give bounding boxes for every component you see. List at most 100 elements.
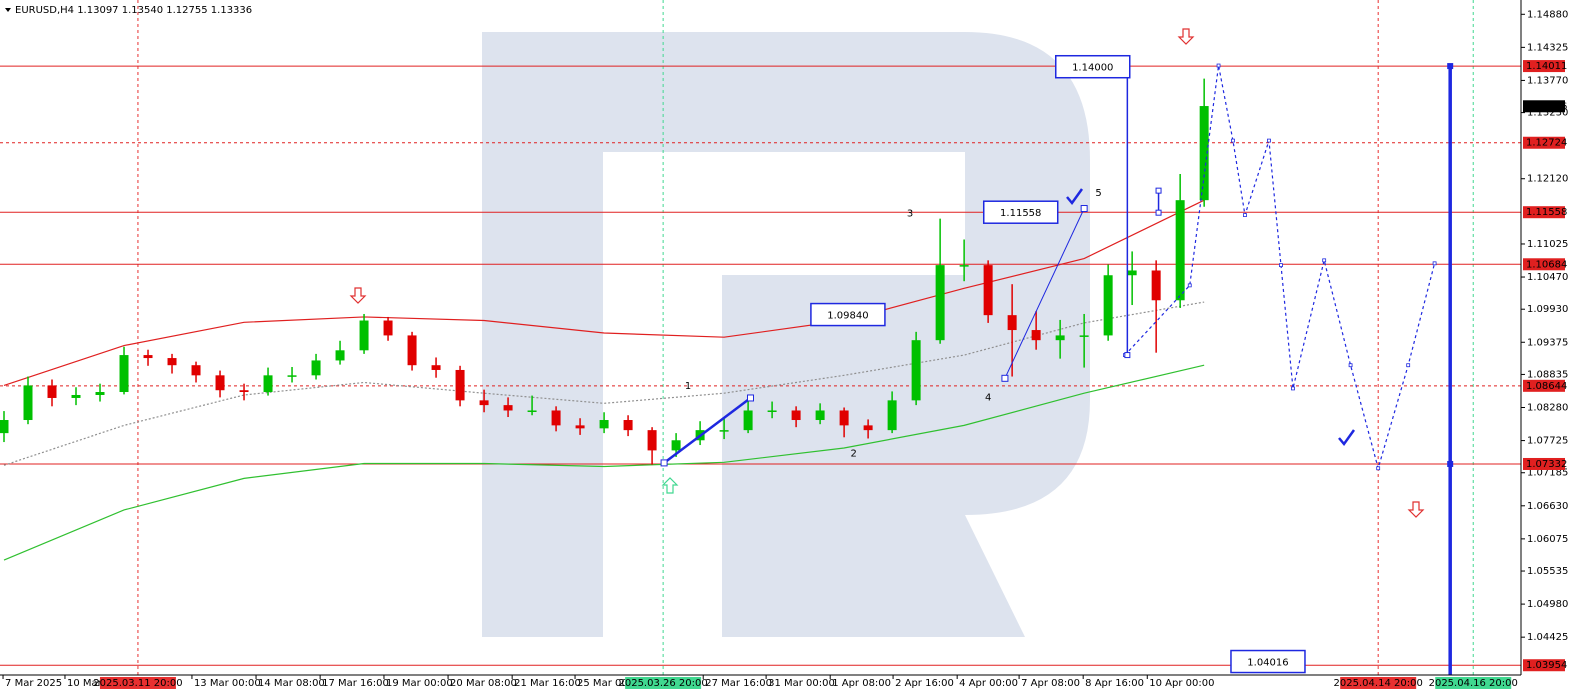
x-tick-label: 10 Mar	[67, 678, 103, 689]
last-price-label: 1.13336	[1526, 101, 1567, 112]
candle	[359, 313, 369, 354]
candle-body	[671, 440, 681, 451]
level-label-bg	[1523, 136, 1565, 149]
x-tick-label: 13 Mar 00:00	[194, 678, 261, 689]
final-point	[1447, 460, 1454, 467]
wave-label: 2	[851, 448, 857, 459]
forecast-point	[1267, 138, 1271, 143]
candle	[503, 397, 513, 418]
moving-average	[3, 199, 1205, 387]
candle	[335, 340, 345, 365]
candle	[311, 353, 321, 380]
candle	[1199, 78, 1209, 207]
x-tick-label: 4 Apr 00:00	[959, 678, 1018, 689]
y-tick-label: 1.12120	[1527, 174, 1568, 185]
wave-point	[1001, 374, 1009, 382]
y-tick-label: 1.13770	[1527, 75, 1568, 86]
price-box-label: 1.11558	[1000, 208, 1041, 219]
candle-body	[407, 335, 417, 366]
level-label-bg	[1523, 206, 1565, 219]
candle-body	[599, 420, 609, 429]
candle	[911, 331, 921, 406]
candle	[0, 411, 9, 443]
candle	[623, 415, 633, 437]
x-tick-label: 8 Apr 16:00	[1085, 678, 1144, 689]
candle-body	[623, 420, 633, 431]
candle-body	[551, 410, 561, 426]
candle	[575, 418, 585, 435]
wave-line	[1004, 208, 1085, 379]
y-tick-label: 1.06075	[1527, 534, 1568, 545]
candle-body	[119, 355, 129, 393]
x-tick-label: 21 Mar 16:00	[514, 678, 581, 689]
candle-body	[839, 410, 849, 426]
x-tick-label: 17 Mar 16:00	[322, 678, 389, 689]
candle-body	[287, 375, 297, 377]
forecast-point	[1322, 258, 1327, 263]
candle-body	[983, 265, 993, 316]
candle-body	[359, 320, 369, 351]
level-label: 1.08644	[1526, 381, 1567, 392]
candle-body	[215, 375, 225, 391]
candle	[599, 412, 609, 434]
y-tick-label: 1.09375	[1527, 337, 1568, 348]
candle-body	[311, 360, 321, 376]
candle	[287, 366, 297, 383]
candle-body	[719, 430, 729, 432]
candle	[383, 316, 393, 341]
candle-body	[1127, 270, 1137, 276]
level-label: 1.07332	[1526, 459, 1567, 470]
candle	[479, 389, 489, 413]
y-tick-label: 1.13230	[1527, 108, 1568, 119]
y-tick-label: 1.04980	[1527, 599, 1568, 610]
forecast-point	[1291, 386, 1295, 391]
candle-body	[503, 405, 513, 411]
candle	[887, 391, 897, 434]
x-tick-label: 1 Apr 08:00	[832, 678, 891, 689]
level-label-bg	[1523, 659, 1565, 672]
candle	[1127, 251, 1137, 306]
candle	[647, 427, 657, 465]
wave-point	[1080, 205, 1088, 213]
level-label: 1.10684	[1526, 259, 1567, 270]
x-tick-label: 31 Mar 00:00	[768, 678, 835, 689]
final-point	[1447, 63, 1454, 70]
candle-body	[1175, 200, 1185, 301]
y-tick-label: 1.04425	[1527, 632, 1568, 643]
x-tick-label: 7 Mar 2025	[5, 678, 62, 689]
candle	[455, 365, 465, 407]
x-tick-label: 10 Apr 00:00	[1149, 678, 1214, 689]
candle-body	[1007, 315, 1017, 331]
checkmarks	[1066, 188, 1356, 447]
level-label-bg	[1523, 457, 1565, 470]
y-tick-label: 1.05535	[1527, 566, 1568, 577]
price-box-label: 1.09840	[827, 311, 868, 322]
candle	[791, 406, 801, 428]
candle	[95, 383, 105, 402]
candle	[719, 418, 729, 440]
candle-body	[1055, 335, 1065, 341]
candle	[71, 387, 81, 406]
candle	[983, 260, 993, 323]
candle-body	[95, 392, 105, 395]
candle-body	[527, 410, 537, 412]
x-tick-label: 20 Mar 08:00	[450, 678, 517, 689]
candle	[1151, 260, 1161, 353]
level-label: 1.03954	[1526, 660, 1567, 671]
price-box-label: 1.14000	[1072, 63, 1113, 74]
last-price-bg	[1523, 100, 1565, 113]
price-box	[1230, 649, 1306, 674]
candle-body	[335, 350, 345, 361]
wave-label: 1	[685, 381, 691, 392]
y-tick-label: 1.09930	[1527, 304, 1568, 315]
candle-body	[23, 385, 33, 421]
marker-label-bg	[625, 677, 702, 689]
marker-label: 2025.04.14 20:00	[1334, 678, 1423, 689]
candle	[47, 379, 57, 407]
candle	[1079, 313, 1089, 368]
x-tick-label: 27 Mar 16:00	[705, 678, 772, 689]
candle-body	[1079, 335, 1089, 337]
candle	[431, 357, 441, 378]
candle	[767, 401, 777, 419]
marker-label-bg	[99, 677, 176, 689]
